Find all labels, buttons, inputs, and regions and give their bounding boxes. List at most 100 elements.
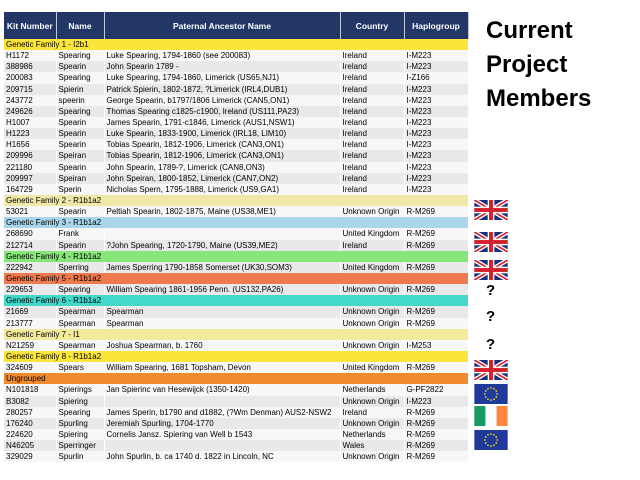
- table-row: H1007 Spearin James Spearin, 1791-c1846, L…: [4, 116, 469, 129]
- name-cell: Spurling: [56, 417, 105, 429]
- table-row: H1172 Spearing Luke Spearing, 1794-1860 (s…: [4, 50, 469, 62]
- table-row: 53021 Spearin Peltiah Spearin, 1802-1875, …: [4, 206, 469, 218]
- kit-number-cell: 212714: [4, 239, 57, 251]
- haplogroup-cell: G-PF2822: [404, 384, 469, 396]
- haplogroup-cell: R-M269: [404, 440, 469, 452]
- header-country[interactable]: Country: [340, 12, 405, 39]
- haplogroup-cell: R-M269: [404, 306, 469, 318]
- kit-number-cell: N101818: [4, 384, 57, 396]
- haplogroup-cell: R-M269: [404, 417, 469, 429]
- table-row: 209997 Speiran John Speiran, 1800-1852, Li…: [4, 172, 469, 184]
- country-cell: Ireland: [340, 239, 405, 251]
- country-cell: Ireland: [340, 94, 405, 106]
- ancestor-cell: John Spurlin, b. ca 1740 d. 1822 in Linc…: [104, 451, 341, 463]
- country-cell: Unknown Origin: [340, 451, 405, 463]
- family-group-label: Genetic Family 1 - I2b1: [4, 39, 469, 51]
- table-row: 176240 Spurling Jeremiah Spurling, 1704-17…: [4, 417, 469, 429]
- haplogroup-cell: R-M269: [404, 206, 469, 218]
- table-row: N46205 Sperringer Wales R-M269: [4, 440, 469, 452]
- haplogroup-cell: I-M223: [404, 128, 469, 140]
- table-row: 388986 Spearin John Spearin 1789 - Ireland I…: [4, 61, 469, 73]
- unknown-origin-marker: ?: [486, 336, 496, 353]
- family-group-label: Genetic Family 7 - I1: [4, 328, 469, 340]
- family-group-row: Genetic Family 3 - R1b1a2: [4, 217, 469, 229]
- country-cell: Ireland: [340, 139, 405, 151]
- ancestor-cell: ?John Spearing, 1720-1790, Maine (US39,M…: [104, 239, 341, 251]
- table-row: 329029 Spurlin John Spurlin, b. ca 1740 d.…: [4, 451, 469, 463]
- family-group-row: Genetic Family 6 - R1b1a2: [4, 295, 469, 307]
- haplogroup-cell: I-M223: [404, 139, 469, 151]
- country-cell: Ireland: [340, 83, 405, 95]
- table-row: 212714 Spearin ?John Spearing, 1720-1790, …: [4, 239, 469, 251]
- haplogroup-cell: I-M223: [404, 150, 469, 162]
- country-cell: Netherlands: [340, 384, 405, 396]
- country-cell: United Kingdom: [340, 362, 405, 374]
- name-cell: Spearin: [56, 116, 105, 129]
- haplogroup-cell: R-M269: [404, 451, 469, 463]
- uk-flag-icon: [474, 200, 508, 220]
- family-group-row: Genetic Family 5 - R1b1a2: [4, 272, 469, 285]
- name-cell: Spearing: [56, 72, 105, 84]
- name-cell: Sperringer: [56, 440, 105, 452]
- name-cell: Spearing: [56, 50, 105, 62]
- kit-number-cell: 324609: [4, 362, 57, 374]
- ancestor-cell: John Spearin, 1789-?, Limerick (CAN8,ON3…: [104, 161, 341, 173]
- ancestor-cell: Cornelis Jansz. Spiering van Well b 1543: [104, 428, 341, 441]
- haplogroup-cell: R-M269: [404, 406, 469, 418]
- family-group-label: Genetic Family 3 - R1b1a2: [4, 217, 469, 229]
- kit-number-cell: N21259: [4, 339, 57, 351]
- kit-number-cell: 53021: [4, 206, 57, 218]
- table-row: 221180 Spearin John Spearin, 1789-?, Limer…: [4, 161, 469, 173]
- country-cell: Ireland: [340, 183, 405, 195]
- unknown-origin-marker: ?: [486, 308, 496, 325]
- table-row: 324609 Spears William Spearing, 1681 Topsh…: [4, 362, 469, 374]
- table-row: 222942 Sperring James Sperring 1790-1858 S…: [4, 261, 469, 273]
- table-row: 229653 Spearing William Spearing 1861-1956…: [4, 284, 469, 296]
- ancestor-cell: Jan Spierinc van Hesewijck (1350-1420): [104, 384, 341, 396]
- name-cell: Spearin: [56, 139, 105, 151]
- kit-number-cell: 329029: [4, 451, 57, 463]
- header-name[interactable]: Name: [56, 12, 105, 39]
- country-cell: Unknown Origin: [340, 306, 405, 318]
- kit-number-cell: 209996: [4, 150, 57, 162]
- ancestor-cell: Tobias Spearin, 1812-1906, Limerick (CAN…: [104, 150, 341, 162]
- table-row: N101818 Spierings Jan Spierinc van Hesewij…: [4, 384, 469, 396]
- header-haplogroup[interactable]: Haplogroup: [404, 12, 469, 39]
- header-paternal-ancestor[interactable]: Paternal Ancestor Name: [104, 12, 341, 39]
- haplogroup-cell: R-M269: [404, 261, 469, 273]
- name-cell: Spearman: [56, 317, 105, 329]
- ancestor-cell: James Spearin, 1791-c1846, Limerick (AUS…: [104, 116, 341, 129]
- haplogroup-cell: I-M223: [404, 116, 469, 129]
- kit-number-cell: H1223: [4, 128, 57, 140]
- family-group-row: Genetic Family 4 - R1b1a2: [4, 250, 469, 262]
- ancestor-cell: Luke Spearin, 1833-1900, Limerick (IRL18…: [104, 128, 341, 140]
- name-cell: Frank: [56, 228, 105, 240]
- haplogroup-cell: I-Z166: [404, 72, 469, 84]
- country-cell: Wales: [340, 440, 405, 452]
- family-group-label: Genetic Family 5 - R1b1a2: [4, 272, 469, 285]
- name-cell: Spearing: [56, 284, 105, 296]
- country-cell: United Kingdom: [340, 261, 405, 273]
- haplogroup-cell: R-M269: [404, 428, 469, 441]
- haplogroup-cell: R-M269: [404, 228, 469, 240]
- country-cell: United Kingdom: [340, 228, 405, 240]
- name-cell: Sperring: [56, 261, 105, 273]
- kit-number-cell: 222942: [4, 261, 57, 273]
- ancestor-cell: Tobias Spearin, 1812-1906, Limerick (CAN…: [104, 139, 341, 151]
- header-kit-number[interactable]: Kit Number: [4, 12, 57, 39]
- kit-number-cell: 221180: [4, 161, 57, 173]
- uk-flag-icon: [474, 232, 508, 252]
- country-cell: Ireland: [340, 128, 405, 140]
- haplogroup-cell: R-M269: [404, 239, 469, 251]
- title-line: Members: [486, 85, 592, 112]
- country-cell: Ireland: [340, 61, 405, 73]
- name-cell: Spears: [56, 362, 105, 374]
- country-cell: Unknown Origin: [340, 284, 405, 296]
- table-row: N21259 Spearman Joshua Spearman, b. 1760 Un…: [4, 339, 469, 351]
- ancestor-cell: Thomas Spearing c1825-c1900, Ireland (US…: [104, 105, 341, 117]
- kit-number-cell: 209715: [4, 83, 57, 95]
- name-cell: Spearman: [56, 339, 105, 351]
- kit-number-cell: B3082: [4, 395, 57, 407]
- name-cell: Sperin: [56, 183, 105, 195]
- haplogroup-cell: I-M253: [404, 339, 469, 351]
